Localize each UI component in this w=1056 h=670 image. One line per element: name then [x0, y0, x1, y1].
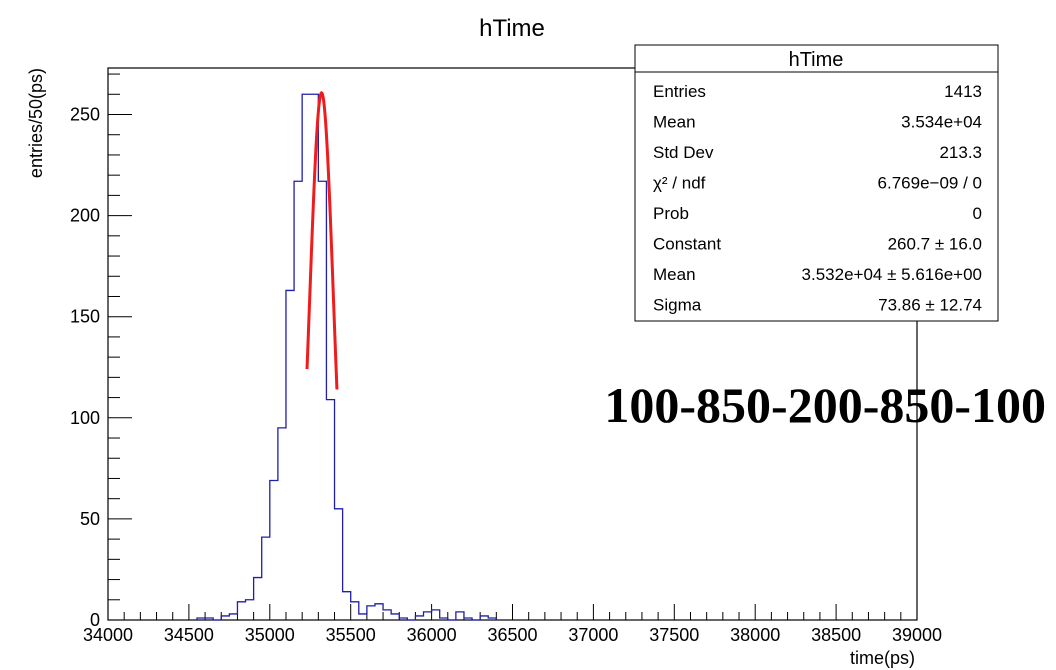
x-tick-label: 35500 [326, 625, 376, 645]
stats-row-label: Entries [653, 82, 706, 101]
stats-row-value: 260.7 ± 16.0 [888, 235, 982, 254]
x-tick-label: 36500 [487, 625, 537, 645]
y-tick-label: 200 [70, 206, 100, 226]
x-tick-label: 38000 [730, 625, 780, 645]
stats-row-label: Constant [653, 235, 721, 254]
stats-row-value: 3.534e+04 [901, 113, 982, 132]
stats-row-label: Std Dev [653, 143, 714, 162]
stats-row-value: 3.532e+04 ± 5.616e+00 [802, 265, 982, 284]
y-tick-label: 0 [90, 610, 100, 630]
stats-row-label: Sigma [653, 296, 702, 315]
stats-row-label: Mean [653, 113, 696, 132]
stats-row-value: 0 [973, 204, 982, 223]
stats-row-value: 213.3 [939, 143, 982, 162]
x-tick-label: 38500 [811, 625, 861, 645]
stats-box: hTime Entries 1413 Mean 3.534e+04 Std Dev 213… [634, 44, 999, 322]
y-tick-label: 100 [70, 408, 100, 428]
chart-title: hTime [479, 15, 545, 42]
stats-rows: Entries 1413 Mean 3.534e+04 Std Dev 213.3 χ² /… [653, 82, 982, 315]
x-axis: 34000 34500 35000 35500 36000 36500 37000 37500… [83, 604, 942, 645]
x-tick-label: 37500 [649, 625, 699, 645]
histogram-series-line [196, 93, 497, 621]
stats-row-value: 73.86 ± 12.74 [878, 296, 982, 315]
x-tick-label: 35000 [245, 625, 295, 645]
x-tick-label: 37000 [568, 625, 618, 645]
stats-row-label: Prob [653, 204, 689, 223]
x-axis-label: time(ps) [850, 648, 915, 668]
stats-box-title: hTime [789, 49, 844, 71]
y-tick-label: 250 [70, 105, 100, 125]
stats-row-label: Mean [653, 265, 696, 284]
y-tick-label: 150 [70, 307, 100, 327]
x-tick-label: 34000 [83, 625, 133, 645]
y-axis-label: entries/50(ps) [26, 68, 46, 178]
configuration-annotation: 100-850-200-850-100 [604, 377, 1046, 433]
y-axis: 0 50 100 150 200 250 [70, 73, 132, 630]
stats-row-value: 6.769e−09 / 0 [878, 174, 982, 193]
x-tick-label: 36000 [407, 625, 457, 645]
y-tick-label: 50 [80, 509, 100, 529]
x-tick-label: 39000 [892, 625, 942, 645]
x-tick-label: 34500 [164, 625, 214, 645]
stats-row-label: χ² / ndf [653, 174, 706, 193]
stats-row-value: 1413 [944, 82, 982, 101]
gaussian-fit-curve [305, 90, 339, 390]
